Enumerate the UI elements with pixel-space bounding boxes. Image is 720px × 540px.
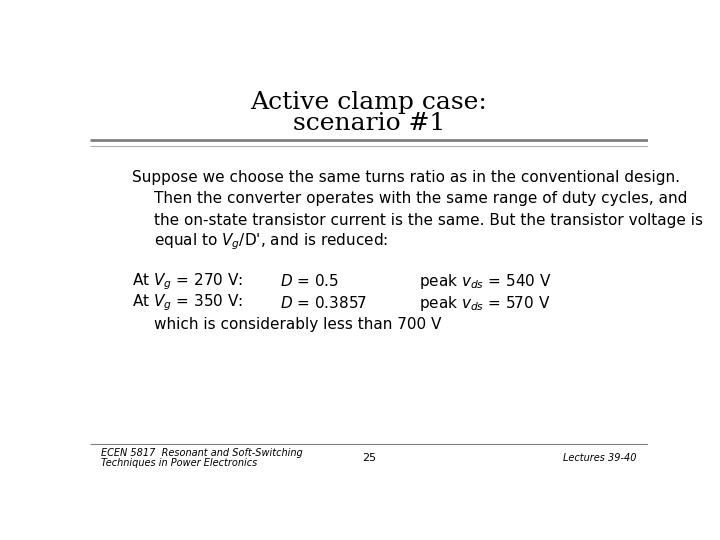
Text: $D$ = 0.5: $D$ = 0.5	[280, 273, 339, 289]
Text: At $V_g$ = 350 V:: At $V_g$ = 350 V:	[132, 293, 243, 313]
Text: 25: 25	[362, 453, 376, 463]
Text: which is considerably less than 700 V: which is considerably less than 700 V	[154, 317, 441, 332]
Text: ECEN 5817  Resonant and Soft-Switching: ECEN 5817 Resonant and Soft-Switching	[101, 448, 303, 458]
Text: Lectures 39-40: Lectures 39-40	[563, 453, 637, 463]
Text: $D$ = 0.3857: $D$ = 0.3857	[280, 295, 367, 311]
Text: Techniques in Power Electronics: Techniques in Power Electronics	[101, 458, 258, 468]
Text: peak $v_{ds}$ = 540 V: peak $v_{ds}$ = 540 V	[419, 272, 552, 291]
Text: peak $v_{ds}$ = 570 V: peak $v_{ds}$ = 570 V	[419, 294, 551, 313]
Text: Active clamp case:: Active clamp case:	[251, 91, 487, 114]
Text: At $V_g$ = 270 V:: At $V_g$ = 270 V:	[132, 271, 243, 292]
Text: Suppose we choose the same turns ratio as in the conventional design.: Suppose we choose the same turns ratio a…	[132, 170, 680, 185]
Text: scenario #1: scenario #1	[293, 112, 445, 136]
Text: the on-state transistor current is the same. But the transistor voltage is: the on-state transistor current is the s…	[154, 213, 703, 228]
Text: Then the converter operates with the same range of duty cycles, and: Then the converter operates with the sam…	[154, 191, 688, 206]
Text: equal to $V_g$/D', and is reduced:: equal to $V_g$/D', and is reduced:	[154, 232, 388, 252]
